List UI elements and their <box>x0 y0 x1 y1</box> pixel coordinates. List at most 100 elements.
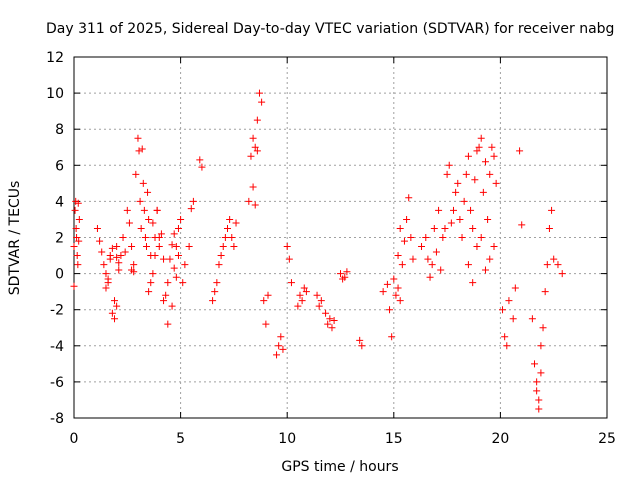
data-point <box>75 215 83 223</box>
data-point <box>172 273 180 281</box>
data-point <box>253 116 261 124</box>
data-point <box>130 261 138 269</box>
data-point <box>541 288 549 296</box>
data-point <box>317 297 325 305</box>
data-point <box>179 279 187 287</box>
data-point <box>283 243 291 251</box>
data-point <box>537 342 545 350</box>
data-point <box>277 333 285 341</box>
data-point <box>400 237 408 245</box>
data-point <box>328 324 336 332</box>
data-point <box>545 224 553 232</box>
y-tick-label: 6 <box>55 158 64 174</box>
data-point <box>255 89 263 97</box>
data-point <box>170 264 178 272</box>
data-point <box>558 270 566 278</box>
data-point <box>439 234 447 241</box>
data-point <box>70 243 78 251</box>
data-point <box>111 297 119 305</box>
data-point <box>111 315 119 323</box>
data-point <box>475 143 483 151</box>
y-tick-label: -4 <box>50 339 64 355</box>
data-point <box>426 273 434 281</box>
y-tick-label: -8 <box>50 411 64 427</box>
data-point <box>287 279 295 287</box>
data-point <box>454 179 462 187</box>
data-point <box>135 147 143 155</box>
data-point <box>247 152 255 160</box>
data-point <box>70 282 78 290</box>
data-point <box>139 179 147 187</box>
data-point <box>398 261 406 269</box>
data-point <box>162 291 170 299</box>
data-point <box>142 243 150 251</box>
data-point <box>140 206 148 214</box>
data-point <box>172 243 180 251</box>
data-point <box>424 255 432 263</box>
data-point <box>153 206 161 214</box>
data-point <box>390 275 398 283</box>
data-point <box>484 215 492 223</box>
data-point <box>155 243 163 251</box>
y-axis: -8 -6 -4 -2 0 2 4 6 8 10 12 <box>46 50 607 427</box>
data-point <box>409 255 417 263</box>
data-point <box>226 215 234 223</box>
data-point <box>181 261 189 269</box>
data-point <box>298 297 306 305</box>
data-point <box>394 284 402 292</box>
data-point <box>473 147 481 155</box>
data-point <box>531 360 539 368</box>
data-series <box>70 89 566 413</box>
x-axis: 0 5 10 15 20 25 <box>70 57 616 447</box>
data-point <box>518 221 526 229</box>
data-point <box>430 224 438 232</box>
data-point <box>481 158 489 166</box>
data-point <box>93 224 101 232</box>
data-point <box>394 252 402 260</box>
data-point <box>479 188 487 196</box>
data-point <box>273 351 281 359</box>
data-point <box>407 234 415 241</box>
data-point <box>379 288 387 296</box>
data-point <box>113 243 121 251</box>
data-point <box>251 143 259 151</box>
data-point <box>132 170 140 178</box>
data-point <box>443 170 451 178</box>
data-point <box>185 243 193 251</box>
data-point <box>113 253 121 261</box>
data-point <box>294 302 302 310</box>
data-point <box>471 176 479 184</box>
data-point <box>137 224 145 232</box>
data-point <box>285 255 293 263</box>
data-point <box>217 252 225 260</box>
data-point <box>505 297 513 305</box>
data-point <box>396 224 404 232</box>
data-point <box>279 345 287 353</box>
data-point <box>550 255 558 263</box>
data-point <box>356 336 364 344</box>
data-point <box>490 152 498 160</box>
data-point <box>157 230 165 238</box>
data-point <box>403 215 411 223</box>
data-point <box>481 266 489 274</box>
data-point <box>435 206 443 214</box>
data-point <box>189 197 197 205</box>
data-point <box>258 98 266 106</box>
x-tick-label: 15 <box>385 431 403 447</box>
data-point <box>164 320 172 328</box>
data-point <box>108 244 116 252</box>
data-point <box>155 234 163 241</box>
data-point <box>456 215 464 223</box>
data-point <box>96 237 104 245</box>
data-point <box>464 152 472 160</box>
data-point <box>219 243 227 251</box>
data-point <box>300 284 308 292</box>
y-tick-label: 4 <box>55 194 64 210</box>
data-point <box>213 279 221 287</box>
data-point <box>535 396 543 404</box>
y-tick-label: 12 <box>46 50 64 66</box>
data-point <box>128 243 136 251</box>
data-point <box>477 134 485 142</box>
x-axis-label: GPS time / hours <box>281 459 398 475</box>
